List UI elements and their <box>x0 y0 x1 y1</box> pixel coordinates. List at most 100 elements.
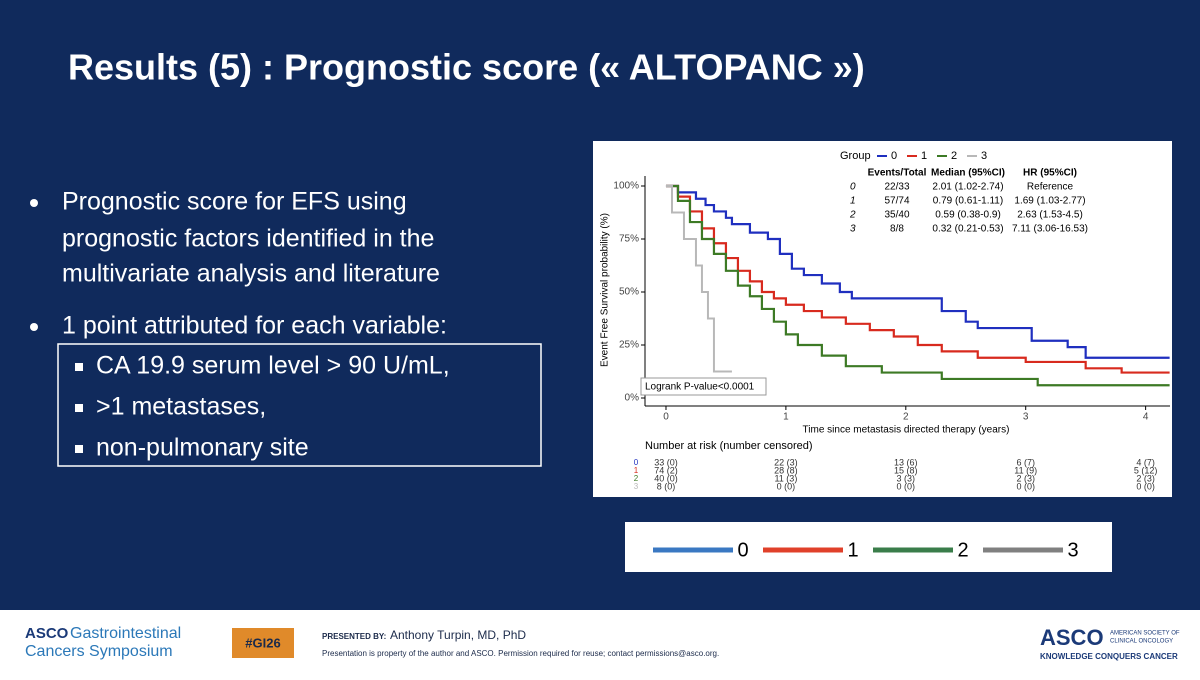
presenter: Anthony Turpin, MD, PhD <box>390 628 526 642</box>
risk-cell: 33 (0) <box>654 457 678 467</box>
footer-background <box>0 610 1200 675</box>
subbullet-text: CA 19.9 serum level > 90 U/mL, <box>96 352 450 380</box>
x-tick-label: 3 <box>1023 412 1029 423</box>
risk-cell: 5 (12) <box>1134 465 1158 475</box>
y-tick-label: 0% <box>625 393 640 404</box>
legend-label: 3 <box>981 150 987 162</box>
bullet-text: prognostic factors identified in the <box>62 225 434 253</box>
risk-cell: 11 (3) <box>774 473 797 483</box>
table-cell: 35/40 <box>884 210 909 221</box>
bullet-dot <box>30 199 38 207</box>
table-cell: Reference <box>1027 182 1074 193</box>
survival-curve <box>665 185 732 373</box>
table-header: HR (95%CI) <box>1023 168 1077 179</box>
brand-left: Cancers Symposium <box>25 643 173 660</box>
risk-cell: 2 (3) <box>1016 473 1035 483</box>
risk-group: 0 <box>634 458 639 467</box>
table-header: Events/Total <box>868 168 927 179</box>
table-cell: 2.01 (1.02-2.74) <box>932 182 1003 193</box>
risk-cell: 2 (3) <box>1136 473 1155 483</box>
table-cell: 3 <box>850 224 856 235</box>
brand-left: ASCO <box>25 625 69 642</box>
survival-curve <box>665 184 1170 359</box>
risk-cell: 15 (8) <box>894 465 918 475</box>
table-cell: 0.79 (0.61-1.11) <box>933 196 1003 207</box>
risk-cell: 13 (6) <box>894 457 918 467</box>
risk-cell: 6 (7) <box>1016 457 1035 467</box>
risk-cell: 22 (3) <box>774 457 798 467</box>
y-axis-label: Event Free Survival probability (%) <box>600 213 611 367</box>
survival-curve <box>665 184 1170 387</box>
bullet-text: multivariate analysis and literature <box>62 260 440 288</box>
brand-right: KNOWLEDGE CONQUERS CANCER <box>1040 652 1178 661</box>
risk-group: 1 <box>634 466 639 475</box>
risk-group: 3 <box>634 482 639 491</box>
brand-left: Gastrointestinal <box>70 625 181 642</box>
table-cell: 0.32 (0.21-0.53) <box>932 224 1003 235</box>
risk-cell: 0 (0) <box>897 481 916 491</box>
subbullet-text: >1 metastases, <box>96 393 266 421</box>
subbullet-square <box>75 363 83 371</box>
risk-cell: 40 (0) <box>654 473 678 483</box>
table-cell: 0.59 (0.38-0.9) <box>935 210 1001 221</box>
table-cell: 0 <box>850 182 856 193</box>
bullet-text: Prognostic score for EFS using <box>62 188 407 216</box>
y-tick-label: 50% <box>619 287 639 298</box>
x-tick-label: 0 <box>663 412 669 423</box>
subbullet-box <box>57 343 542 467</box>
subbullet-square <box>75 445 83 453</box>
y-tick-label: 25% <box>619 340 639 351</box>
subbullet-text: non-pulmonary site <box>96 434 309 462</box>
x-tick-label: 2 <box>903 412 909 423</box>
y-tick-label: 75% <box>619 234 639 245</box>
legend-box <box>625 522 1112 572</box>
table-cell: 1.69 (1.03-2.77) <box>1014 196 1085 207</box>
risk-cell: 3 (3) <box>897 473 916 483</box>
legend-label: 0 <box>891 150 897 162</box>
risk-cell: 0 (0) <box>1016 481 1035 491</box>
annotation-box <box>640 377 767 396</box>
legend-title: Group <box>840 150 871 162</box>
brand-right: CLINICAL ONCOLOGY <box>1110 639 1173 645</box>
risk-cell: 0 (0) <box>777 481 796 491</box>
table-cell: 1 <box>850 196 856 207</box>
brand-right: AMERICAN SOCIETY OF <box>1110 631 1180 637</box>
y-tick-label: 100% <box>613 181 639 192</box>
annotation: Logrank P-value<0.0001 <box>645 382 755 393</box>
table-cell: 8/8 <box>890 224 904 235</box>
table-cell: 57/74 <box>884 196 909 207</box>
legend-label: 3 <box>1067 539 1078 561</box>
presented-by: PRESENTED BY: <box>322 632 386 641</box>
risk-group: 2 <box>634 474 639 483</box>
table-cell: 2.63 (1.53-4.5) <box>1017 210 1083 221</box>
risk-cell: 74 (2) <box>654 465 678 475</box>
table-cell: 7.11 (3.06-16.53) <box>1012 224 1088 235</box>
risk-cell: 4 (7) <box>1136 457 1155 467</box>
slide-title: Results (5) : Prognostic score (« ALTOPA… <box>68 47 865 88</box>
risk-cell: 28 (8) <box>774 465 798 475</box>
table-cell: 22/33 <box>884 182 909 193</box>
legend-label: 1 <box>847 539 858 561</box>
table-cell: 2 <box>849 210 856 221</box>
legend-label: 1 <box>921 150 927 162</box>
hashtag-box <box>232 628 294 658</box>
legend-label: 0 <box>737 539 748 561</box>
notice: Presentation is property of the author a… <box>322 649 719 658</box>
x-axis-label: Time since metastasis directed therapy (… <box>803 425 1010 436</box>
x-tick-label: 1 <box>783 412 789 423</box>
legend-label: 2 <box>951 150 957 162</box>
subbullet-square <box>75 404 83 412</box>
legend-label: 2 <box>957 539 968 561</box>
brand-right: ASCO <box>1040 625 1104 650</box>
table-header: Median (95%CI) <box>931 168 1005 179</box>
bullet-dot <box>30 323 38 331</box>
risk-cell: 11 (9) <box>1014 465 1037 475</box>
risk-title: Number at risk (number censored) <box>645 440 813 452</box>
risk-cell: 8 (0) <box>657 481 676 491</box>
hashtag: #GI26 <box>245 635 280 650</box>
x-tick-label: 4 <box>1143 412 1149 423</box>
survival-curve <box>665 184 1170 374</box>
risk-cell: 0 (0) <box>1136 481 1155 491</box>
